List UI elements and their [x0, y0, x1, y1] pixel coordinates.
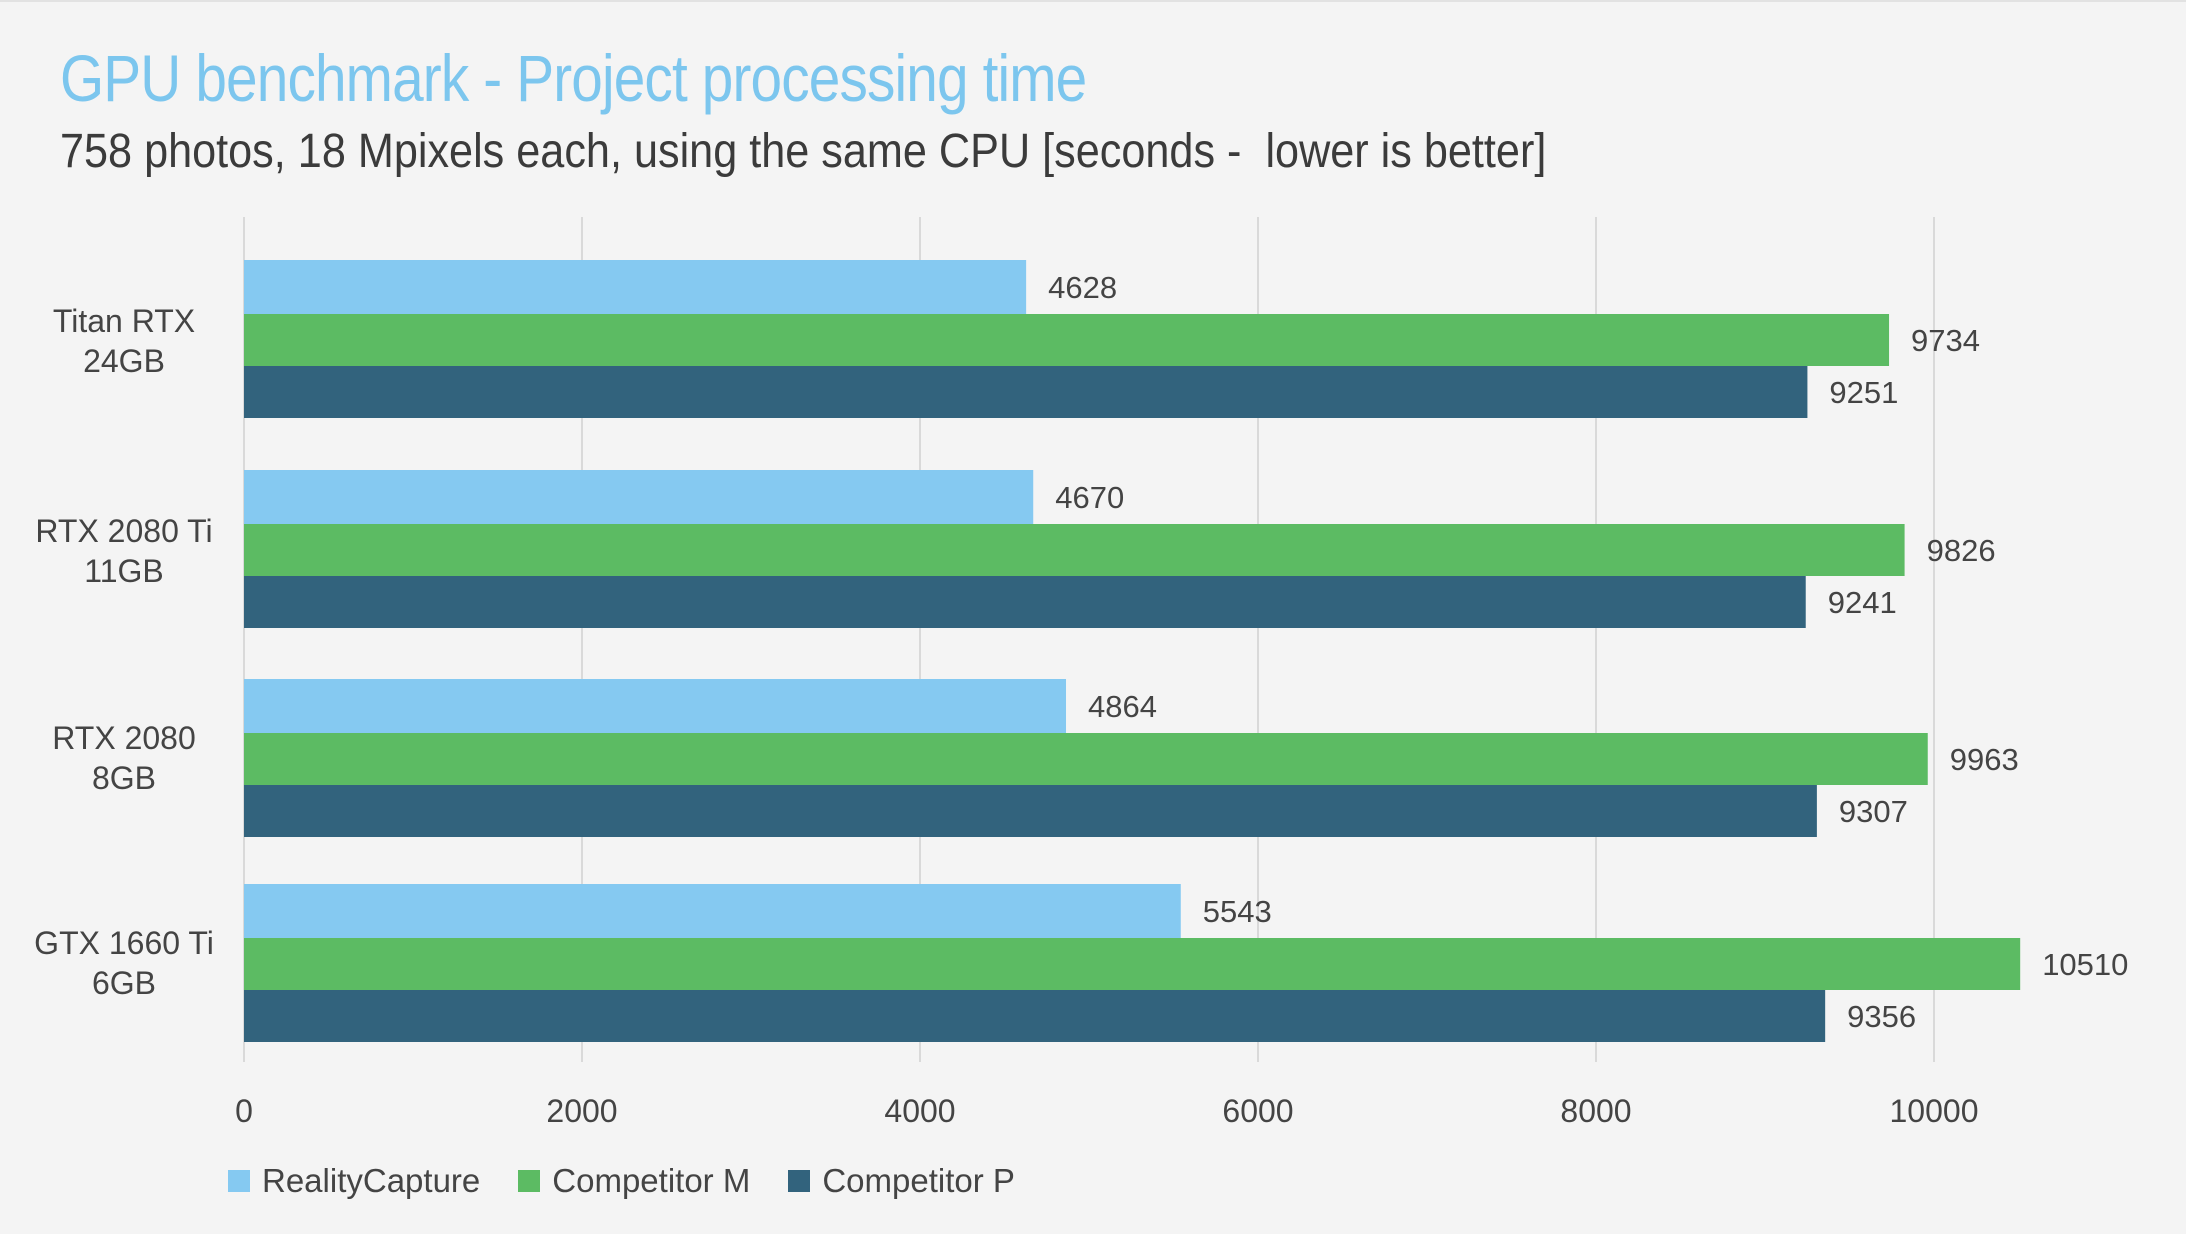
bar — [244, 314, 1890, 366]
bar — [244, 785, 1817, 837]
x-tick-label: 10000 — [1890, 1093, 1979, 1129]
bar — [244, 260, 1027, 314]
bar — [244, 884, 1181, 938]
x-tick-label: 8000 — [1560, 1093, 1631, 1129]
x-tick-label: 2000 — [546, 1093, 617, 1129]
data-label: 9356 — [1847, 999, 1916, 1034]
data-label: 9251 — [1829, 375, 1898, 410]
data-label: 9307 — [1839, 794, 1908, 829]
legend-label: Competitor M — [552, 1162, 751, 1199]
y-category-label: RTX 2080 8GB — [52, 720, 196, 796]
chart-legend: RealityCapture Competitor M Competitor P — [228, 1162, 1015, 1200]
y-category-label: RTX 2080 Ti 11GB — [35, 513, 212, 589]
data-label: 9734 — [1911, 323, 1980, 358]
data-label: 4628 — [1048, 270, 1117, 305]
legend-label: RealityCapture — [262, 1162, 481, 1199]
bar — [244, 576, 1806, 628]
x-tick-label: 0 — [235, 1093, 253, 1129]
data-label: 9963 — [1950, 742, 2019, 777]
legend-item: Competitor P — [788, 1162, 1015, 1200]
legend-swatch — [228, 1170, 250, 1192]
data-label: 4670 — [1055, 480, 1124, 515]
chart-title: GPU benchmark - Project processing time — [60, 41, 1087, 115]
legend-swatch — [518, 1170, 541, 1192]
y-category-label: GTX 1660 Ti 6GB — [34, 925, 214, 1001]
legend-swatch — [788, 1170, 811, 1192]
y-category-label: Titan RTX 24GB — [53, 303, 195, 379]
legend-item: Competitor M — [518, 1162, 750, 1200]
bar — [244, 679, 1067, 733]
bar — [244, 524, 1905, 576]
x-tick-label: 4000 — [884, 1093, 955, 1129]
bar — [244, 938, 2021, 990]
data-label: 9241 — [1828, 585, 1897, 620]
legend-label: Competitor P — [822, 1162, 1015, 1199]
data-label: 5543 — [1203, 894, 1272, 929]
data-label: 10510 — [2042, 947, 2128, 982]
chart-subtitle: 758 photos, 18 Mpixels each, using the s… — [60, 125, 1547, 178]
data-label: 9826 — [1927, 533, 1996, 568]
legend-item: RealityCapture — [228, 1162, 480, 1200]
bar — [244, 733, 1928, 785]
x-tick-label: 6000 — [1222, 1093, 1293, 1129]
bar — [244, 470, 1034, 524]
bar — [244, 990, 1826, 1042]
bar — [244, 366, 1808, 418]
data-label: 4864 — [1088, 689, 1157, 724]
